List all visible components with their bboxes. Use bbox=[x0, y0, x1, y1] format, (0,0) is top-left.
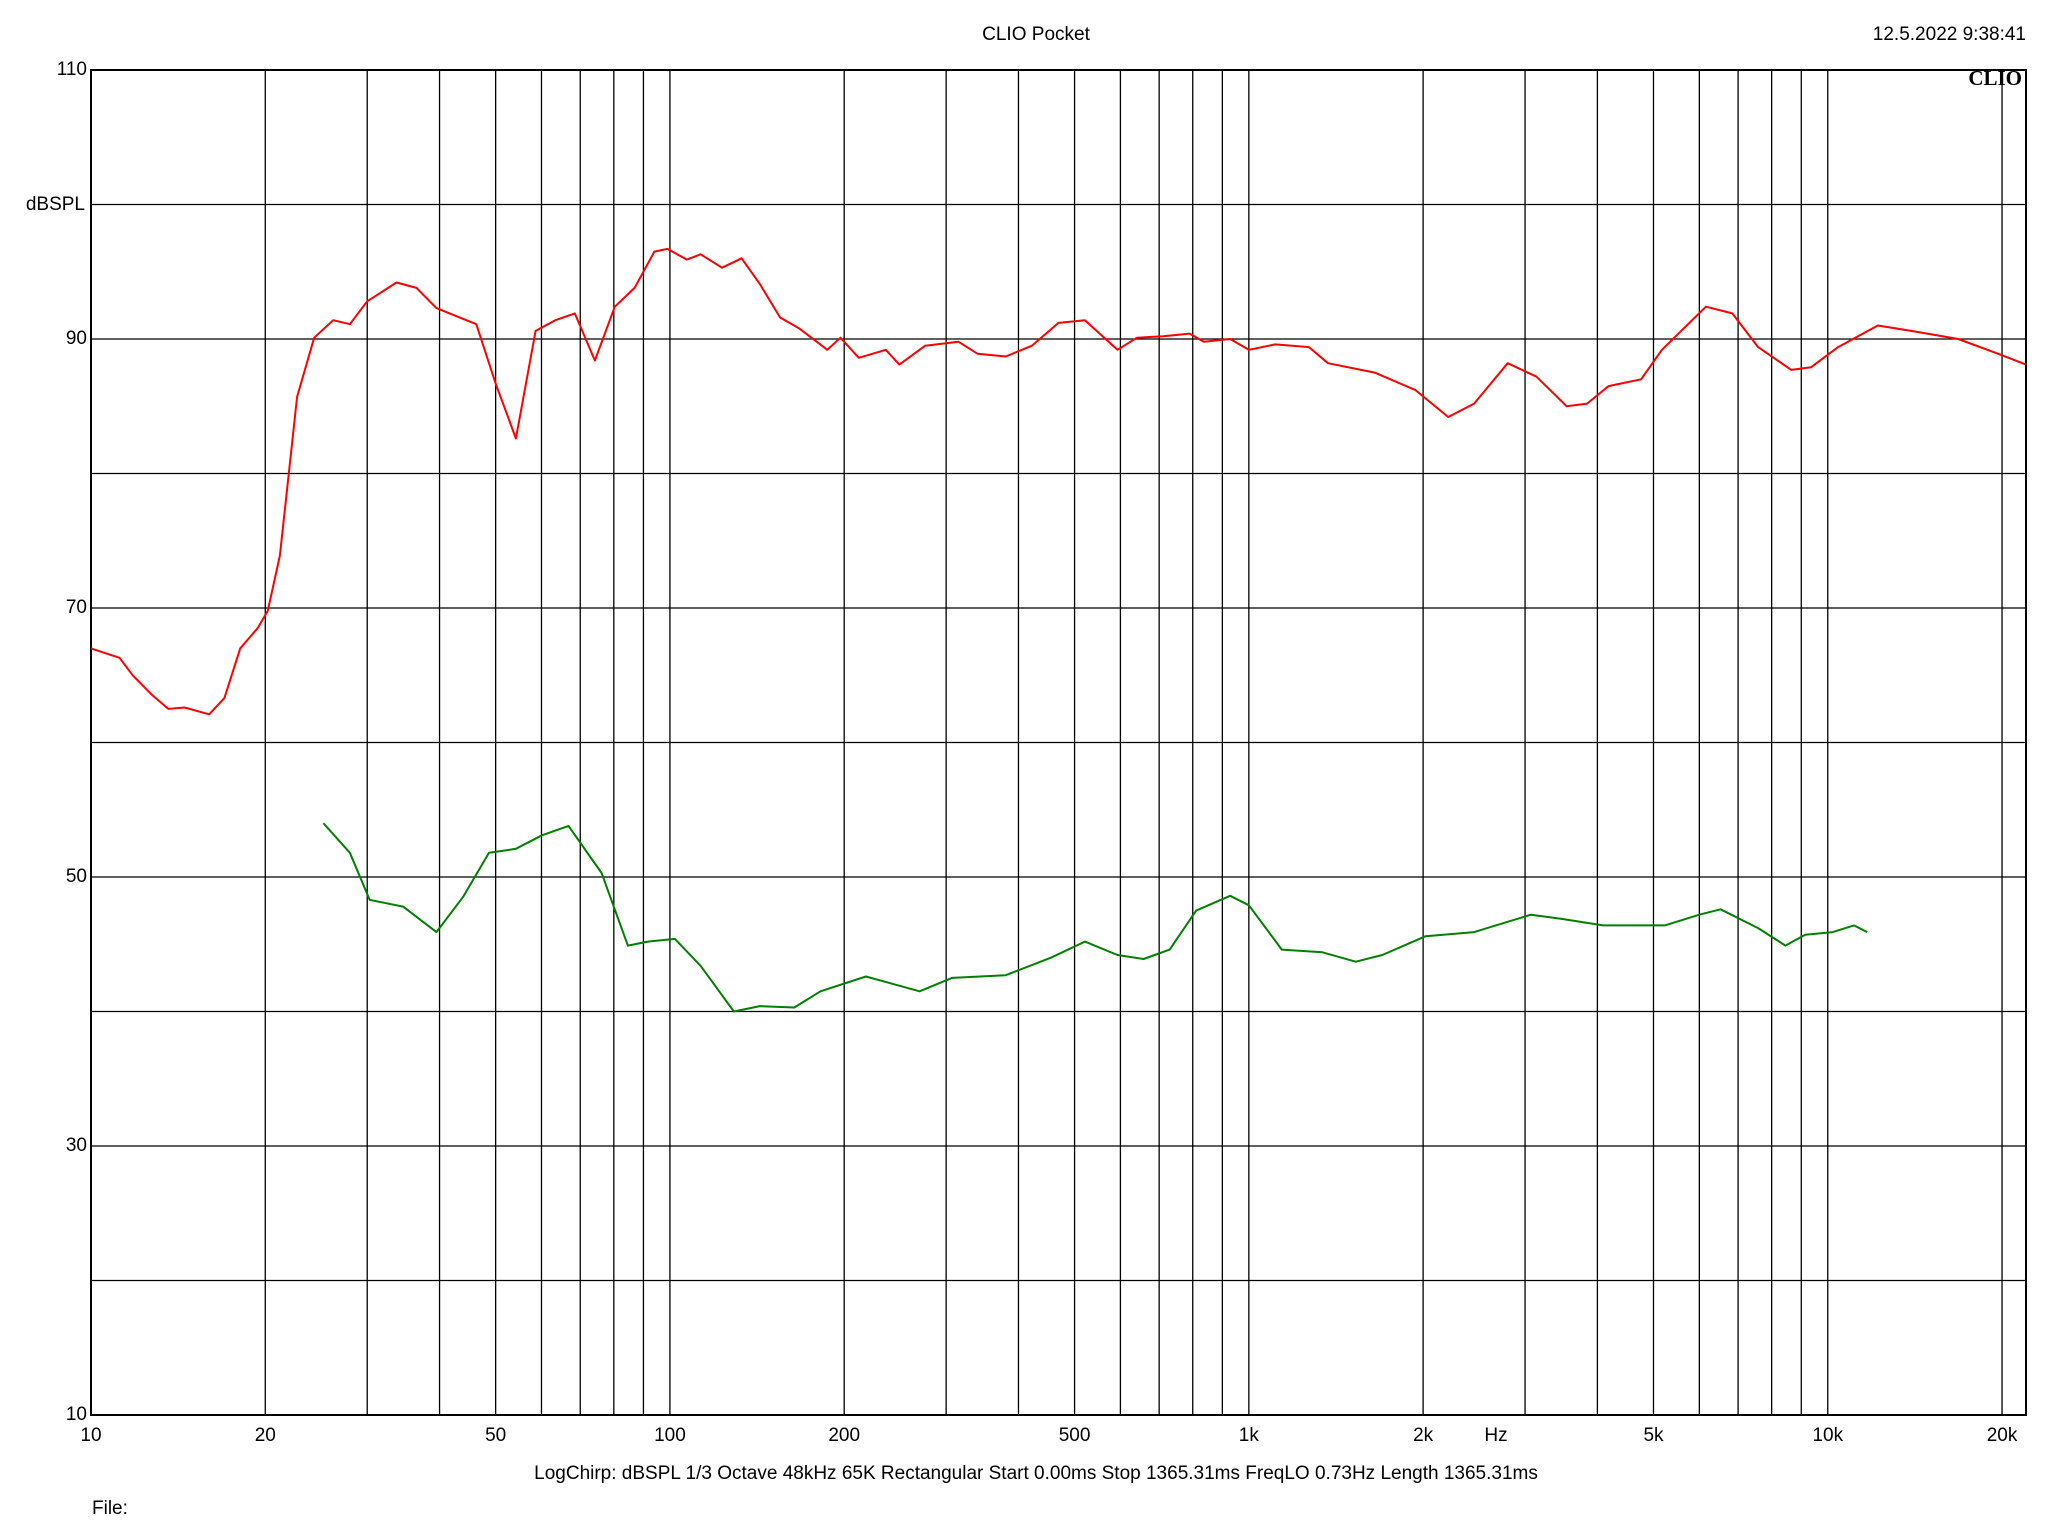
x-tick-label: 2k bbox=[1413, 1425, 1434, 1446]
x-axis-label: Hz bbox=[1484, 1425, 1507, 1446]
y-tick-label: 10 bbox=[66, 1404, 87, 1425]
x-tick-label: 1k bbox=[1239, 1425, 1260, 1446]
y-tick-label: 90 bbox=[66, 328, 87, 349]
x-tick-label: 100 bbox=[654, 1425, 686, 1446]
x-tick-label: 10k bbox=[1812, 1425, 1843, 1446]
y-tick-label: 30 bbox=[66, 1135, 87, 1156]
y-axis-label: dBSPL bbox=[26, 194, 85, 215]
data-line bbox=[322, 822, 1868, 1013]
plot-frame bbox=[90, 69, 2027, 1416]
file-label: File: bbox=[92, 1498, 128, 1519]
x-tick-label: 50 bbox=[485, 1425, 506, 1446]
x-tick-label: 5k bbox=[1643, 1425, 1664, 1446]
x-tick-label: 10 bbox=[80, 1425, 101, 1446]
y-tick-label: 110 bbox=[57, 59, 87, 80]
y-tick-label: 70 bbox=[66, 597, 87, 618]
x-tick-label: 200 bbox=[828, 1425, 860, 1446]
y-tick-label: 50 bbox=[66, 866, 87, 887]
data-line bbox=[90, 247, 2027, 716]
timestamp: 12.5.2022 9:38:41 bbox=[1873, 24, 2026, 45]
x-tick-label: 20 bbox=[255, 1425, 276, 1446]
chart-title: CLIO Pocket bbox=[982, 24, 1090, 45]
x-tick-label: 20k bbox=[1987, 1425, 2018, 1446]
x-tick-label: 500 bbox=[1059, 1425, 1091, 1446]
footer: LogChirp: dBSPL 1/3 Octave 48kHz 65K Rec… bbox=[534, 1463, 1538, 1484]
